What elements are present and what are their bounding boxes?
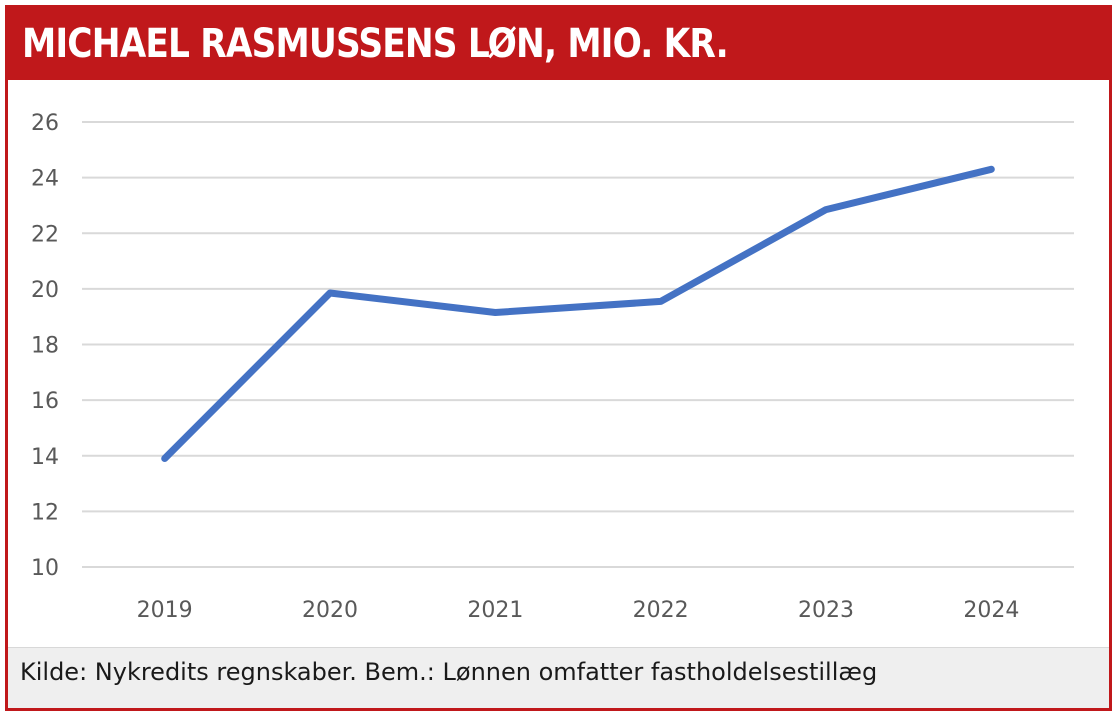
x-tick-label: 2022 [633, 598, 689, 623]
y-tick-label: 12 [31, 500, 59, 525]
y-tick-label: 26 [31, 111, 59, 136]
x-tick-label: 2021 [467, 598, 523, 623]
chart-frame: MICHAEL RASMUSSENS LØN, MIO. KR. 10 12 14 1… [5, 5, 1112, 711]
series-line-l-n [161, 165, 995, 462]
y-tick-label: 10 [31, 556, 59, 581]
source-footer: Kilde: Nykredits regnskaber. Bem.: Lønne… [8, 647, 1109, 708]
y-axis-tick-labels: 10 12 14 16 18 20 22 24 26 [31, 111, 59, 581]
x-tick-label: 2020 [302, 598, 358, 623]
y-tick-label: 22 [31, 222, 59, 247]
chart-header: MICHAEL RASMUSSENS LØN, MIO. KR. [8, 8, 1109, 80]
chart-title: MICHAEL RASMUSSENS LØN, MIO. KR. [22, 21, 729, 67]
source-note: Kilde: Nykredits regnskaber. Bem.: Lønne… [20, 658, 878, 686]
y-tick-label: 24 [31, 167, 59, 192]
x-axis-tick-labels: 2019 2020 2021 2022 2023 2024 [137, 598, 1020, 623]
y-tick-label: 14 [31, 445, 59, 470]
y-tick-label: 16 [31, 389, 59, 414]
x-tick-label: 2023 [798, 598, 854, 623]
y-tick-label: 20 [31, 278, 59, 303]
series-layer [161, 165, 995, 462]
x-tick-label: 2024 [963, 598, 1019, 623]
gridlines [82, 121, 1074, 568]
plot-area: 10 12 14 16 18 20 22 24 26 2019 2020 2021 2022 2023 2… [8, 80, 1109, 648]
x-tick-label: 2019 [137, 598, 193, 623]
y-tick-label: 18 [31, 334, 59, 359]
